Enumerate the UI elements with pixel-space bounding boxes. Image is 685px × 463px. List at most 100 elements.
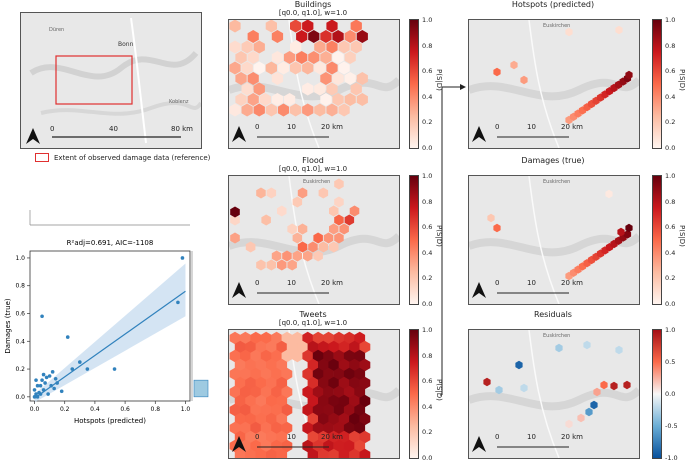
hex-cell <box>333 367 345 381</box>
hex-cell <box>318 448 329 458</box>
map-scale-label: 0 <box>255 279 260 287</box>
overview-scale-0: 0 <box>50 125 55 133</box>
hex-cell <box>250 385 262 399</box>
overview-scale-80: 80 km <box>171 125 194 133</box>
hex-cell <box>350 40 362 54</box>
hex-cell <box>302 103 314 117</box>
colorbar-tick-label: 0.0 <box>665 144 676 152</box>
hex-cell <box>312 331 324 345</box>
hex-cell <box>281 403 293 417</box>
overview-legend: Extent of observed damage data (referenc… <box>35 153 210 162</box>
colorbar-buildings <box>409 19 419 149</box>
hex-cell <box>329 223 339 235</box>
hex-cell <box>343 403 355 417</box>
hex-cell <box>240 403 251 417</box>
hex-cell <box>271 331 282 345</box>
hex-cell <box>297 340 308 354</box>
colorbar-tick-label: 1.0 <box>665 16 676 24</box>
hex-cell <box>307 358 319 372</box>
hex-cell <box>276 358 288 372</box>
hex-cell <box>247 30 259 43</box>
hex-cell <box>255 430 267 444</box>
hex-cell <box>343 385 355 399</box>
hex-cell <box>307 448 319 458</box>
hex-cell <box>302 421 314 435</box>
hex-cell <box>344 93 356 106</box>
arrow-right-icon <box>460 84 466 90</box>
hex-cell <box>240 421 251 435</box>
hex-cell <box>290 40 302 54</box>
connector-bracket <box>440 84 466 396</box>
hex-cell <box>229 421 241 435</box>
hex-cell <box>600 380 608 390</box>
hex-cell <box>313 232 323 244</box>
hex-cell <box>229 367 241 381</box>
hex-cell <box>255 358 267 372</box>
north-arrow-icon <box>232 282 246 298</box>
hex-cell <box>610 381 618 391</box>
hex-cell <box>329 241 339 253</box>
hex-cell <box>283 51 296 64</box>
hex-cell <box>303 250 313 262</box>
hex-cell <box>343 439 355 453</box>
hex-cell <box>277 259 287 271</box>
hex-cell <box>241 40 253 54</box>
hex-cell <box>276 448 288 458</box>
hex-cell <box>344 51 356 64</box>
colorbar-tick-label: 1.0 <box>422 172 433 180</box>
colorbar-tick-label: 0.0 <box>422 144 433 152</box>
colorbar-tick-label: 0.8 <box>422 41 433 50</box>
hex-cell <box>302 331 314 345</box>
hex-cell <box>349 376 360 390</box>
road-line <box>288 20 320 148</box>
hex-cell <box>326 40 338 54</box>
y-axis-label: Damages (true) <box>4 298 12 354</box>
colorbar-tick-label: 0.6 <box>422 223 433 232</box>
hex-cell <box>338 358 350 372</box>
colorbar-tick-label: 0.0 <box>665 300 676 308</box>
hex-cell <box>359 376 371 390</box>
y-tick-label: 0.6 <box>15 311 25 318</box>
hex-cell <box>338 376 350 390</box>
hex-cell <box>333 403 345 417</box>
hex-cell <box>313 250 323 262</box>
hex-cell <box>318 376 329 390</box>
hex-cell <box>281 439 293 453</box>
colorbar-tick-label: 1.0 <box>665 326 676 334</box>
hex-cell <box>326 20 338 33</box>
tweets-subtitle: [q0.0, q1.0], w=1.0 <box>278 319 348 327</box>
hex-cell <box>277 205 287 217</box>
hex-cell <box>240 385 251 399</box>
hex-cell <box>328 358 340 372</box>
scatter-point <box>112 367 117 371</box>
colorbar-tick-label: 1.0 <box>422 16 433 24</box>
hex-cell <box>318 430 329 444</box>
hex-cell <box>354 421 366 435</box>
hex-cell <box>318 394 329 408</box>
road-line <box>528 176 560 304</box>
map-scale-label: 10 <box>287 123 296 131</box>
hex-cell <box>349 394 360 408</box>
hex-cell <box>590 400 598 410</box>
x-tick-label: 0.4 <box>90 406 100 413</box>
scatter-point <box>46 392 50 396</box>
hex-cell <box>302 20 314 33</box>
north-arrow-icon <box>472 126 486 142</box>
hex-cell <box>260 421 272 435</box>
hex-cell <box>565 419 573 429</box>
x-axis-label: Hotspots (predicted) <box>74 417 146 425</box>
hex-cell <box>229 331 241 345</box>
hex-cell <box>271 385 282 399</box>
hex-cell <box>235 72 247 85</box>
colorbar-tick-label: 0.4 <box>422 248 433 257</box>
hex-cell <box>292 250 303 262</box>
hex-cell <box>354 331 366 345</box>
north-arrow-icon <box>472 282 486 298</box>
colorbar-residuals <box>652 329 662 459</box>
north-arrow-icon <box>232 126 246 142</box>
terrain-shade <box>469 233 639 257</box>
x-tick-label: 0.8 <box>151 406 161 413</box>
hex-cell <box>245 340 256 354</box>
hex-cell <box>323 385 334 399</box>
hex-cell <box>323 421 334 435</box>
